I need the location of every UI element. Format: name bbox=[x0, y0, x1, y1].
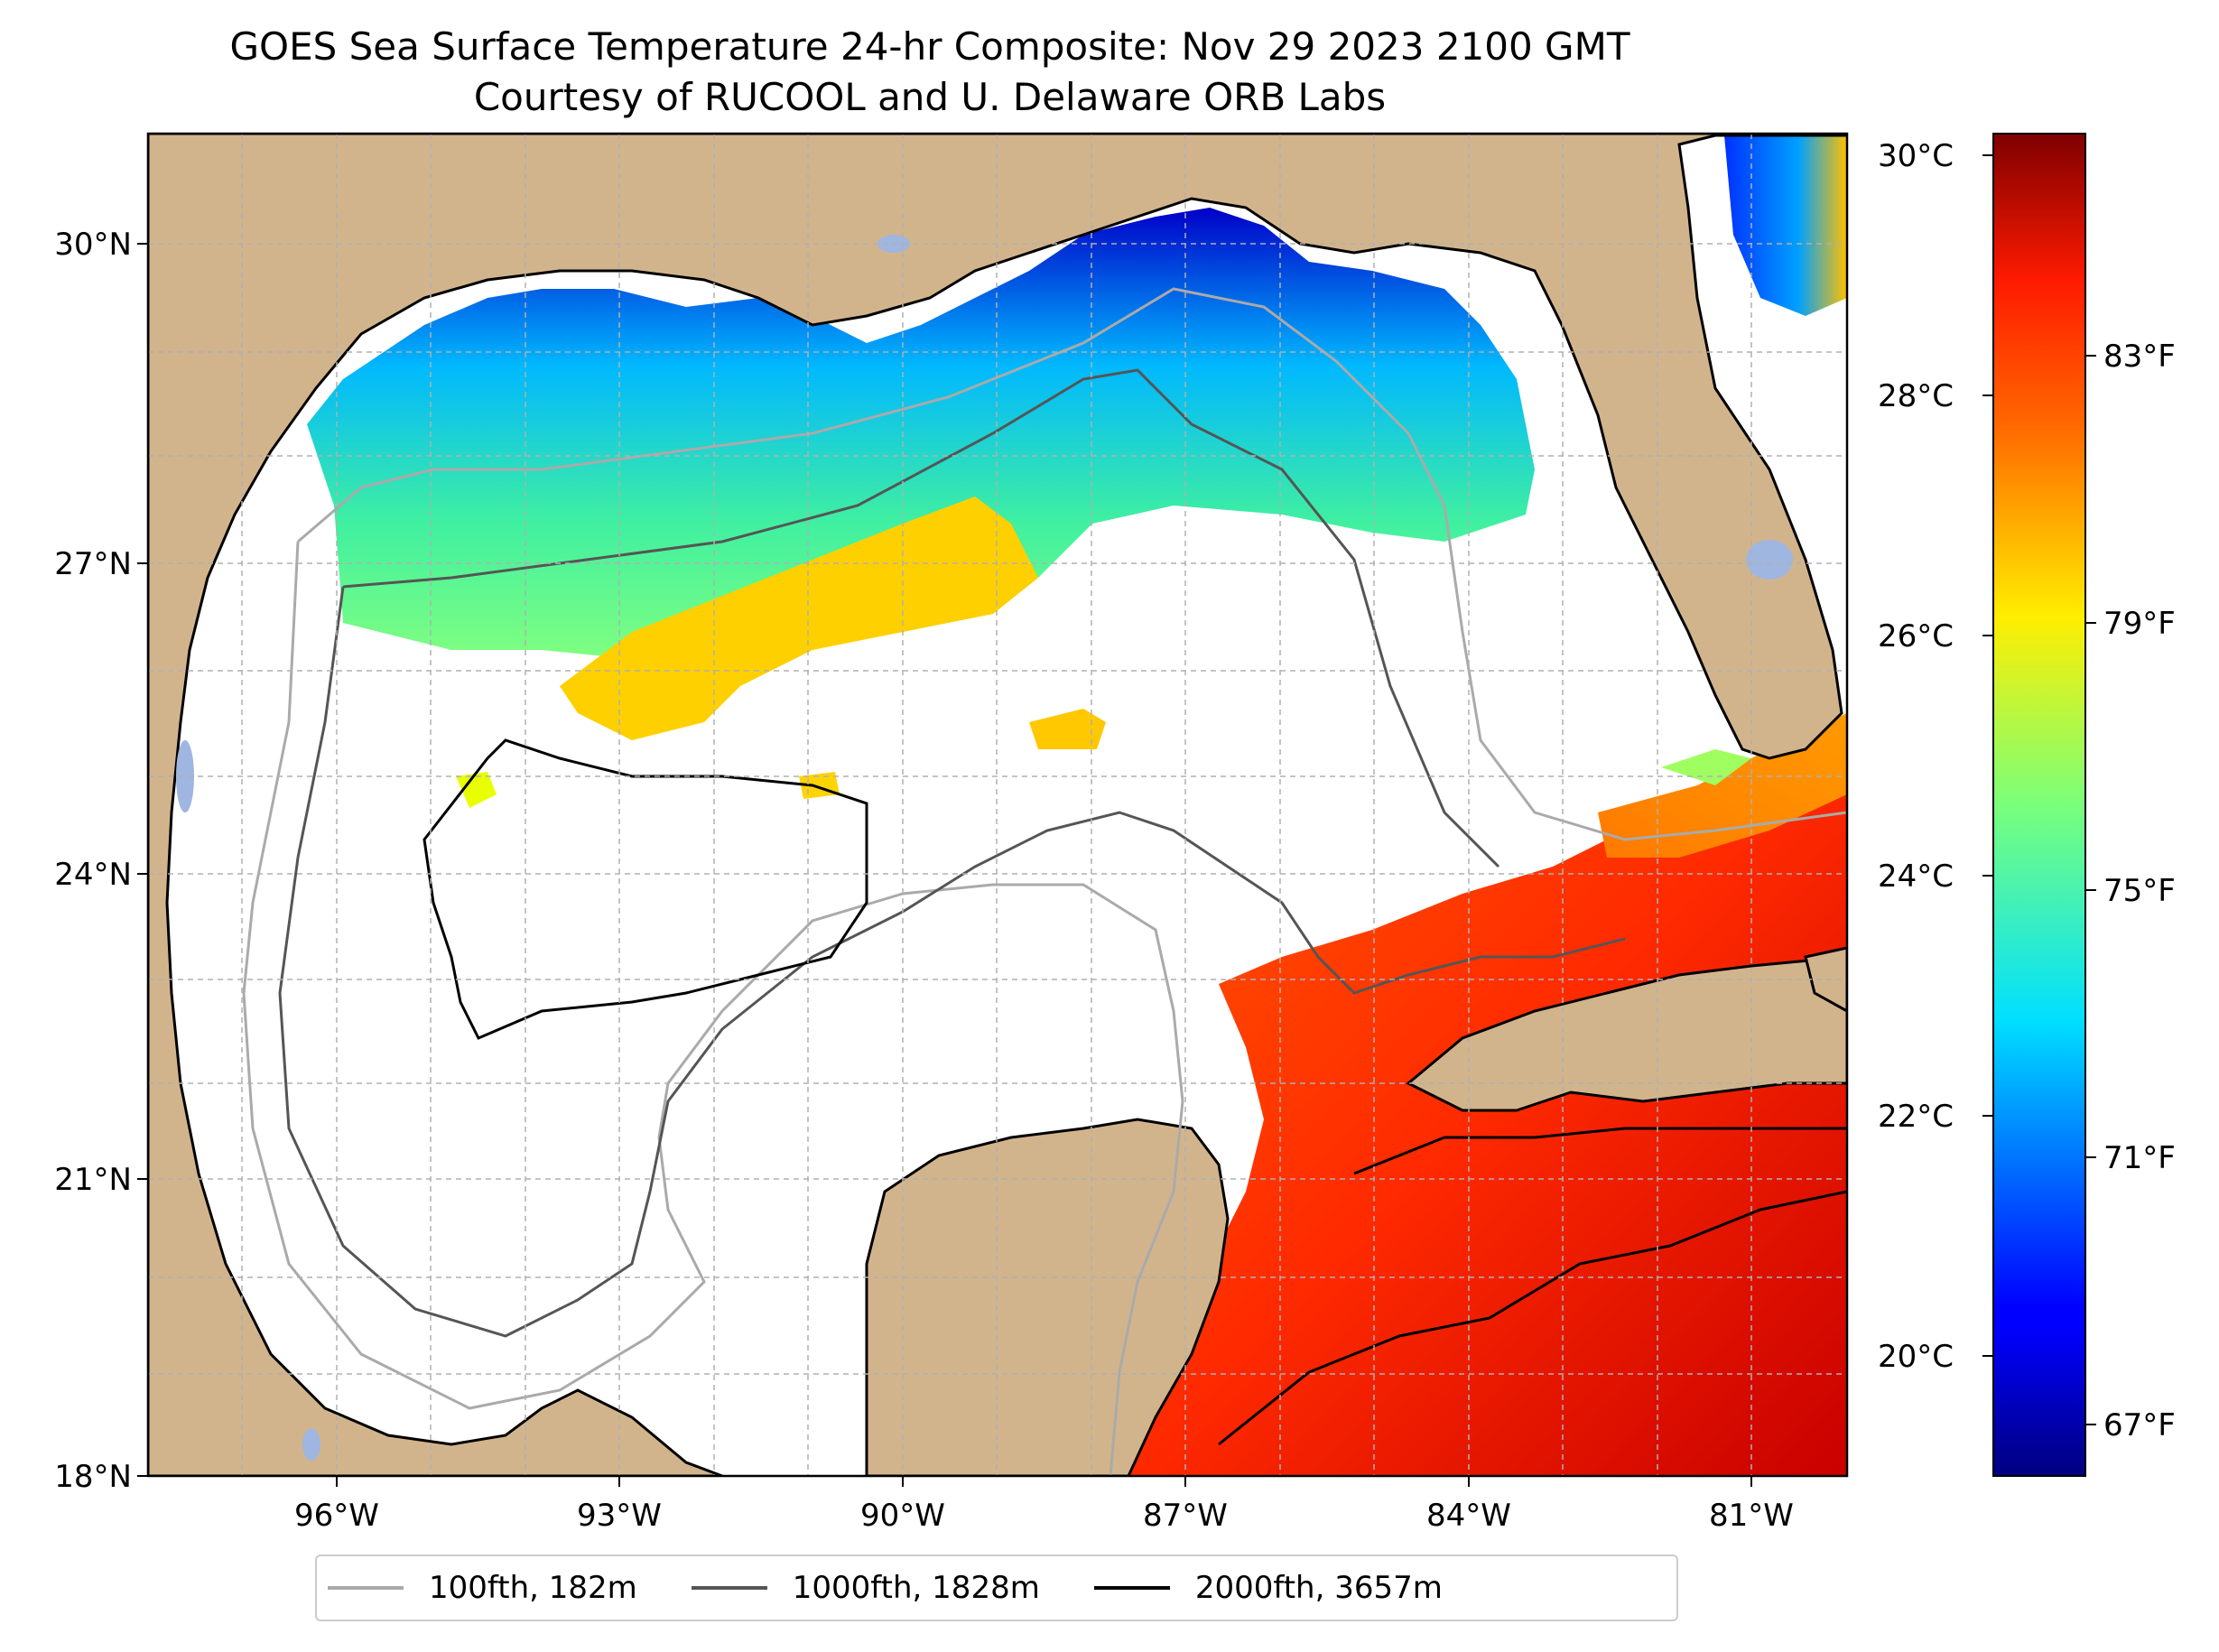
legend-label: 1000fth, 1828m bbox=[792, 1570, 1040, 1606]
longitude-axis: 96°W 93°W 90°W 87°W 84°W 81°W bbox=[294, 1476, 1794, 1534]
colorbar-fahrenheit-label: 79°F bbox=[2103, 606, 2176, 642]
map-frame bbox=[146, 132, 1849, 1478]
legend-swatch-2000fth bbox=[1093, 1586, 1170, 1590]
land-layer bbox=[148, 134, 1847, 1476]
gridlines bbox=[148, 134, 1847, 1476]
lake-okeechobee bbox=[1746, 540, 1793, 580]
contour-legend: 100fth, 182m 1000fth, 1828m 2000fth, 365… bbox=[315, 1555, 1678, 1621]
lat-tick-label: 30°N bbox=[54, 227, 132, 263]
colorbar-celsius-ticks: 30°C 28°C 26°C 24°C 22°C 20°C bbox=[1878, 138, 1993, 1375]
sst-yellow-tongue bbox=[560, 497, 1038, 740]
map-area bbox=[148, 134, 1847, 1476]
legend-item-2000fth: 2000fth, 3657m bbox=[1093, 1570, 1443, 1606]
colorbar-fahrenheit-ticks: 83°F 79°F 75°F 71°F 67°F bbox=[2085, 339, 2176, 1443]
colorbar: 30°C 28°C 26°C 24°C 22°C 20°C 83°F 79°F … bbox=[1878, 133, 2176, 1477]
legend-item-1000fth: 1000fth, 1828m bbox=[691, 1570, 1040, 1606]
colorbar-celsius-label: 28°C bbox=[1878, 378, 1954, 414]
legend-item-100fth: 100fth, 182m bbox=[328, 1570, 637, 1606]
legend-swatch-1000fth bbox=[691, 1586, 767, 1590]
title-line-2: Courtesy of RUCOOL and U. Delaware ORB L… bbox=[473, 75, 1387, 119]
lat-tick-label: 27°N bbox=[54, 546, 132, 582]
sst-small-yellow-patch-2 bbox=[456, 772, 497, 808]
lake-texas bbox=[176, 740, 194, 812]
colorbar-celsius-label: 24°C bbox=[1878, 858, 1954, 895]
colorbar-celsius-label: 30°C bbox=[1878, 138, 1954, 174]
contour-2000fth bbox=[422, 738, 1847, 1446]
colorbar-fahrenheit-label: 75°F bbox=[2103, 873, 2176, 909]
legend-swatch-100fth bbox=[328, 1586, 404, 1590]
lon-tick-label: 90°W bbox=[860, 1498, 945, 1534]
bathymetry-contours bbox=[242, 287, 1847, 1476]
colorbar-fahrenheit-label: 83°F bbox=[2103, 339, 2176, 375]
title-line-1: GOES Sea Surface Temperature 24-hr Compo… bbox=[229, 24, 1630, 69]
land-us-gulf-coast bbox=[148, 134, 1847, 1476]
lon-tick-label: 87°W bbox=[1143, 1498, 1228, 1534]
colorbar-celsius-label: 20°C bbox=[1878, 1339, 1954, 1375]
lakes-layer bbox=[176, 235, 1793, 1461]
sst-small-yellow-patch-1 bbox=[1029, 709, 1106, 749]
colorbar-celsius-label: 26°C bbox=[1878, 618, 1954, 654]
sst-florida-northeast-patch bbox=[1724, 134, 1847, 316]
legend-label: 100fth, 182m bbox=[429, 1570, 637, 1606]
lon-tick-label: 81°W bbox=[1709, 1498, 1794, 1534]
contour-100fth bbox=[242, 287, 1847, 1476]
sst-west-florida-green-patch bbox=[1661, 749, 1751, 785]
contour-1000fth bbox=[278, 368, 1626, 1338]
map-title: GOES Sea Surface Temperature 24-hr Compo… bbox=[144, 22, 1715, 123]
lat-tick-label: 21°N bbox=[54, 1162, 132, 1198]
colorbar-gradient bbox=[1992, 133, 2086, 1477]
latitude-axis: 30°N 27°N 24°N 21°N 18°N bbox=[54, 227, 148, 1495]
lon-tick-label: 93°W bbox=[577, 1498, 662, 1534]
lon-tick-label: 96°W bbox=[294, 1498, 379, 1534]
lake-mexico bbox=[302, 1428, 320, 1461]
lat-tick-label: 18°N bbox=[54, 1459, 132, 1495]
lon-tick-label: 84°W bbox=[1426, 1498, 1511, 1534]
lat-tick-label: 24°N bbox=[54, 857, 132, 893]
land-cuba bbox=[1406, 955, 1847, 1112]
colorbar-fahrenheit-label: 67°F bbox=[2103, 1407, 2176, 1443]
legend-label: 2000fth, 3657m bbox=[1194, 1570, 1443, 1606]
colorbar-celsius-label: 22°C bbox=[1878, 1099, 1954, 1135]
sst-northern-cool-patch bbox=[307, 208, 1535, 659]
colorbar-fahrenheit-label: 71°F bbox=[2103, 1140, 2176, 1176]
